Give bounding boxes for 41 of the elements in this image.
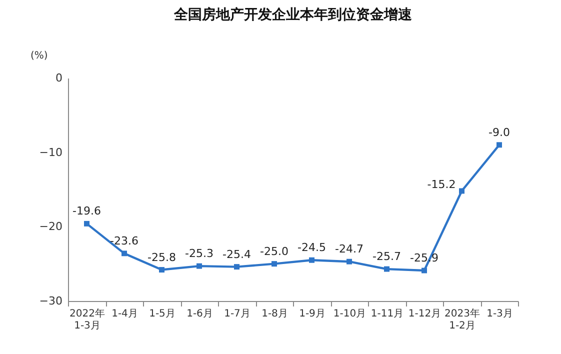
point bbox=[496, 142, 502, 148]
data-label: -24.5 bbox=[298, 241, 326, 254]
y-tick-label: −30 bbox=[39, 294, 62, 308]
data-label: -25.7 bbox=[372, 250, 401, 264]
x-tick-label: 1-8月 bbox=[262, 308, 288, 320]
y-axis-title: (%) bbox=[30, 50, 48, 62]
data-label: -25.4 bbox=[222, 248, 251, 261]
data-label: -25.8 bbox=[148, 250, 176, 264]
point bbox=[422, 268, 427, 274]
point bbox=[346, 258, 352, 264]
data-label: -25.3 bbox=[185, 247, 214, 260]
data-label: -24.7 bbox=[335, 242, 364, 256]
point bbox=[272, 261, 277, 267]
y-tick-label: −20 bbox=[39, 220, 62, 234]
x-tick-label: 1-12月 bbox=[408, 308, 442, 320]
point bbox=[459, 188, 464, 194]
data-label: -23.6 bbox=[110, 234, 138, 248]
data-label: -25.0 bbox=[260, 244, 288, 258]
data-label: -15.2 bbox=[427, 178, 456, 191]
point bbox=[196, 263, 202, 269]
x-tick-label: 1-9月 bbox=[299, 308, 326, 320]
point bbox=[234, 264, 240, 270]
y-tick-label: 0 bbox=[56, 72, 62, 84]
point bbox=[309, 257, 314, 263]
data-label: -19.6 bbox=[72, 204, 101, 218]
y-tick-label: −10 bbox=[39, 146, 62, 159]
point bbox=[84, 220, 90, 226]
x-tick-label: 1-3月 bbox=[486, 308, 513, 320]
x-tick-label: 1-10月 bbox=[333, 308, 366, 320]
x-tick-label: 1-4月 bbox=[112, 308, 138, 320]
x-tick-label: 2023年 1-2月 bbox=[444, 308, 480, 332]
point bbox=[122, 250, 127, 256]
data-label: -9.0 bbox=[488, 126, 510, 139]
x-tick-label: 1-11月 bbox=[370, 308, 404, 320]
x-tick-label: 1-6月 bbox=[186, 308, 213, 320]
point bbox=[384, 266, 390, 272]
x-tick-label: 1-7月 bbox=[224, 308, 250, 320]
x-tick-label: 1-5月 bbox=[149, 308, 176, 320]
point bbox=[159, 267, 164, 273]
chart-title: 全国房地产开发企业本年到位资金增速 bbox=[173, 6, 413, 23]
x-tick-label: 2022年 1-3月 bbox=[70, 308, 105, 332]
